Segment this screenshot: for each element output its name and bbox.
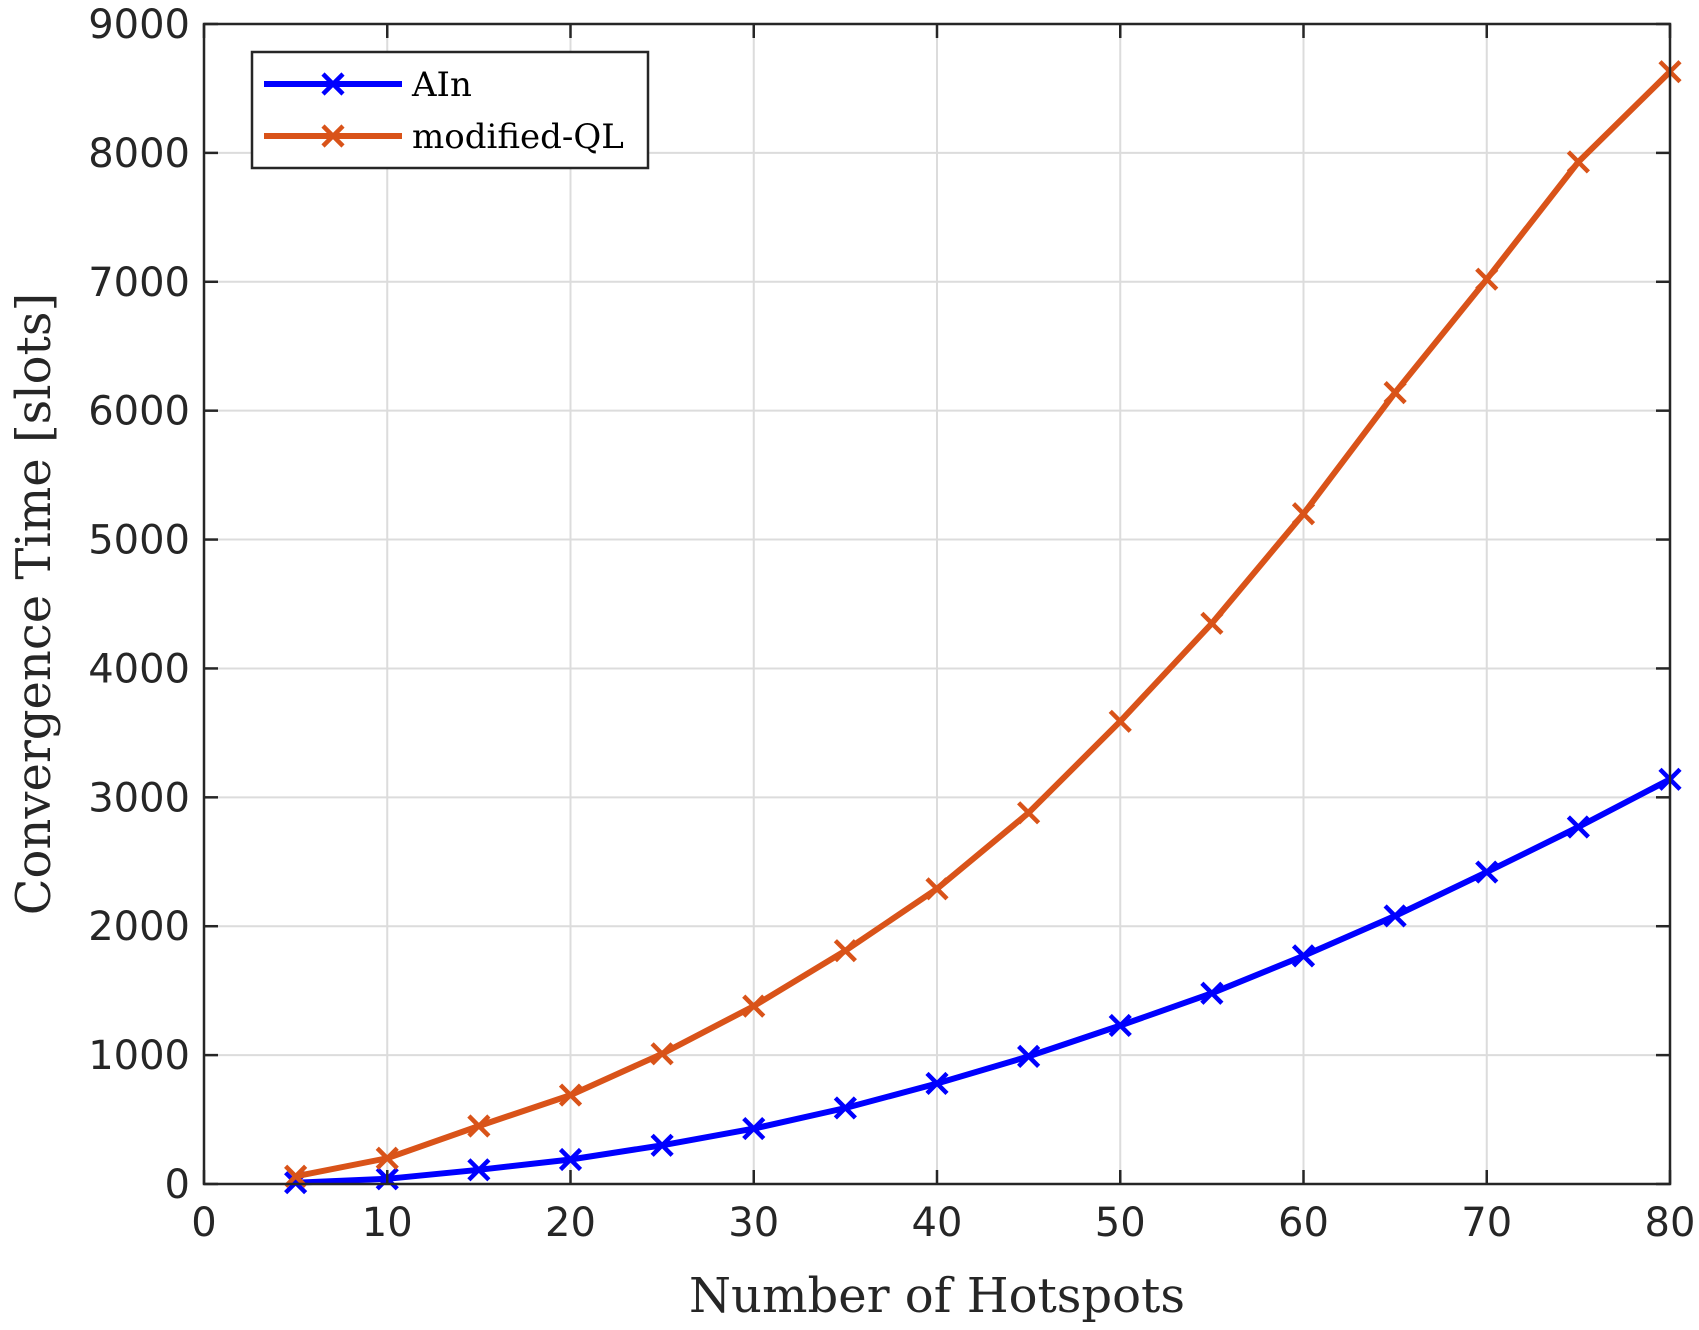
series-point-marker	[558, 1147, 583, 1172]
series-point-marker	[742, 1116, 766, 1141]
series-point-marker	[1475, 860, 1499, 884]
x-axis-title: Number of Hotspots	[689, 1268, 1185, 1324]
series-point-marker	[1291, 502, 1316, 526]
y-tick-label: 2000	[88, 904, 190, 950]
series-point-marker	[1383, 381, 1407, 405]
axis-ticks	[202, 22, 1672, 1186]
series-point-marker	[1200, 981, 1224, 1005]
legend-label: modified-QL	[412, 117, 624, 157]
series-point-marker	[1017, 801, 1041, 825]
x-tick-label: 50	[1095, 1200, 1146, 1246]
y-tick-label: 5000	[88, 518, 190, 564]
series-point-marker	[833, 1096, 857, 1120]
x-tick-label: 80	[1645, 1200, 1696, 1246]
x-tick-label: 40	[912, 1200, 963, 1246]
y-tick-label: 4000	[88, 646, 190, 692]
x-tick-label: 30	[728, 1200, 779, 1246]
x-tick-label: 0	[191, 1200, 216, 1246]
series-point-marker	[321, 72, 345, 96]
legend: AIn modified-QL	[250, 50, 650, 170]
series-point-marker	[650, 1133, 674, 1157]
y-tick-label: 6000	[88, 389, 190, 435]
series-line	[295, 776, 1672, 1186]
y-tick-label: 8000	[88, 131, 190, 177]
series-point-marker	[1108, 1013, 1132, 1038]
series-point-marker	[1566, 150, 1590, 174]
series-point-marker	[1017, 1044, 1041, 1068]
legend-label: AIn	[411, 65, 472, 105]
legend-box	[250, 50, 650, 170]
x-tick-label: 70	[1461, 1200, 1512, 1246]
x-tick-label: 20	[545, 1200, 596, 1246]
series-point-marker	[1291, 944, 1316, 968]
tick-labels: 0 10 20 30 40 50 60 70 80 0 1000 2000 3000 4000 5000 60…	[88, 2, 1695, 1246]
y-tick-label: 0	[165, 1162, 190, 1208]
series-point-marker	[650, 1042, 674, 1066]
series-point-marker	[467, 1114, 491, 1138]
series-point-marker	[742, 994, 766, 1018]
series-point-marker	[1200, 611, 1224, 635]
series-ain	[284, 767, 1682, 1195]
y-tick-label: 1000	[88, 1033, 190, 1079]
series-layer	[284, 60, 1682, 1195]
y-tick-label: 9000	[88, 2, 190, 48]
series-point-marker	[321, 124, 345, 148]
series-point-marker	[1383, 904, 1407, 928]
series-line	[295, 69, 1673, 1180]
y-tick-label: 3000	[88, 775, 190, 821]
y-axis-title: Convergence Time [slots]	[6, 293, 62, 915]
series-modified-ql	[284, 60, 1682, 1188]
grid-lines	[204, 24, 1670, 1184]
series-point-marker	[833, 939, 857, 963]
x-tick-label: 10	[362, 1200, 413, 1246]
y-tick-label: 7000	[88, 260, 190, 306]
series-point-marker	[1475, 267, 1499, 291]
series-point-marker	[467, 1158, 491, 1182]
series-point-marker	[1108, 709, 1132, 733]
series-point-marker	[375, 1146, 399, 1170]
x-tick-label: 60	[1278, 1200, 1329, 1246]
series-point-marker	[925, 877, 949, 901]
series-point-marker	[558, 1083, 583, 1107]
series-point-marker	[1566, 815, 1590, 839]
series-point-marker	[925, 1071, 949, 1096]
